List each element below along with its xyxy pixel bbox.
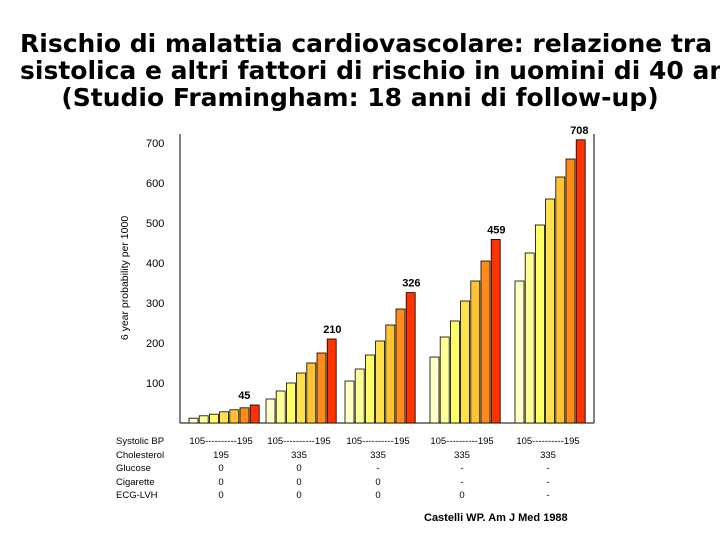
chart-title: Rischio di malattia cardiovascolare: rel… bbox=[20, 29, 720, 112]
bar bbox=[449, 320, 460, 424]
bar bbox=[229, 409, 240, 424]
table-cell: 335 bbox=[454, 450, 470, 461]
bar bbox=[565, 158, 576, 424]
table-cell: - bbox=[376, 463, 379, 474]
table-cell: - bbox=[546, 490, 549, 501]
y-tick-label: 300 bbox=[146, 298, 164, 310]
table-cell: 0 bbox=[218, 477, 223, 488]
bar bbox=[296, 372, 307, 424]
bar bbox=[575, 139, 586, 424]
bar bbox=[405, 292, 416, 424]
table-cell: - bbox=[546, 463, 549, 474]
bar bbox=[219, 411, 230, 424]
bar bbox=[555, 176, 566, 424]
table-cell: 0 bbox=[218, 463, 223, 474]
bar bbox=[429, 356, 440, 424]
bar bbox=[354, 368, 365, 424]
table-row-label: Systolic BP bbox=[116, 436, 164, 447]
bar bbox=[385, 324, 396, 424]
bar bbox=[239, 407, 250, 424]
table-cell: 105----------195 bbox=[189, 436, 252, 447]
y-tick-labels: 100 200 300 400 500 600 700 bbox=[146, 138, 164, 390]
table-cell: 335 bbox=[370, 450, 386, 461]
bar bbox=[535, 224, 545, 424]
bar-group-5 bbox=[514, 139, 586, 424]
table-cell: 0 bbox=[459, 490, 464, 501]
y-tick-label: 700 bbox=[146, 138, 164, 150]
table-row-label: ECG-LVH bbox=[116, 490, 158, 501]
table-row-label: Cigarette bbox=[116, 477, 155, 488]
bar bbox=[188, 417, 199, 424]
y-tick-label: 500 bbox=[146, 218, 164, 230]
bar bbox=[249, 404, 260, 424]
table-cell: 105----------195 bbox=[267, 436, 330, 447]
title-line-2: sistolica e altri fattori di rischio in … bbox=[20, 56, 720, 85]
bar-group-4 bbox=[429, 238, 501, 424]
data-label: 45 bbox=[238, 390, 250, 402]
table-cell: - bbox=[460, 477, 463, 488]
source-citation: Castelli WP. Am J Med 1988 bbox=[424, 512, 568, 524]
bar bbox=[316, 352, 327, 424]
data-label: 210 bbox=[323, 324, 341, 336]
bar bbox=[490, 238, 501, 424]
bar-group-3 bbox=[344, 292, 416, 424]
bar bbox=[439, 336, 450, 424]
table-cell: 0 bbox=[375, 477, 380, 488]
bar bbox=[395, 308, 406, 424]
data-label: 459 bbox=[487, 224, 505, 236]
bar bbox=[275, 390, 286, 424]
title-line-3: (Studio Framingham: 18 anni di follow-up… bbox=[61, 83, 659, 112]
table-cell: 335 bbox=[540, 450, 556, 461]
bar bbox=[460, 300, 471, 424]
bar bbox=[375, 340, 386, 424]
data-labels: 45 210 326 459 708 bbox=[238, 125, 588, 402]
y-tick-label: 100 bbox=[146, 378, 164, 390]
bar-group-2 bbox=[265, 338, 337, 424]
data-label: 326 bbox=[402, 278, 420, 290]
bar bbox=[470, 280, 481, 424]
bar bbox=[306, 362, 317, 424]
table-row-label: Glucose bbox=[116, 463, 151, 474]
y-tick-label: 200 bbox=[146, 338, 164, 350]
table-cell: 105----------195 bbox=[516, 436, 579, 447]
table-cell: 105----------195 bbox=[430, 436, 493, 447]
bar bbox=[285, 382, 296, 424]
table-cell: 335 bbox=[291, 450, 307, 461]
risk-factor-table: Systolic BP Cholesterol Glucose Cigarette EC… bbox=[116, 436, 580, 501]
y-tick-label: 400 bbox=[146, 258, 164, 270]
data-label: 708 bbox=[570, 125, 588, 137]
y-axis-label: 6 year probability per 1000 bbox=[119, 216, 131, 340]
y-tick-label: 600 bbox=[146, 178, 164, 190]
bar bbox=[524, 252, 535, 424]
table-row-label: Cholesterol bbox=[116, 450, 164, 461]
bar bbox=[208, 413, 219, 424]
bar bbox=[265, 398, 276, 424]
table-cell: - bbox=[546, 477, 549, 488]
bar-group-1 bbox=[188, 404, 260, 424]
bar bbox=[326, 338, 337, 424]
bar bbox=[545, 198, 555, 424]
table-cell: 0 bbox=[296, 490, 301, 501]
bar bbox=[344, 380, 355, 424]
table-cell: 0 bbox=[218, 490, 223, 501]
table-cell: 0 bbox=[296, 477, 301, 488]
bar bbox=[480, 260, 491, 424]
bar bbox=[514, 280, 525, 424]
bar bbox=[364, 354, 375, 424]
table-cell: 195 bbox=[213, 450, 229, 461]
bar-groups bbox=[188, 139, 586, 424]
bar bbox=[198, 415, 209, 424]
table-cell: - bbox=[460, 463, 463, 474]
table-cell: 105----------195 bbox=[346, 436, 409, 447]
title-line-1: Rischio di malattia cardiovascolare: rel… bbox=[20, 29, 720, 58]
table-cell: 0 bbox=[375, 490, 380, 501]
table-cell: 0 bbox=[296, 463, 301, 474]
